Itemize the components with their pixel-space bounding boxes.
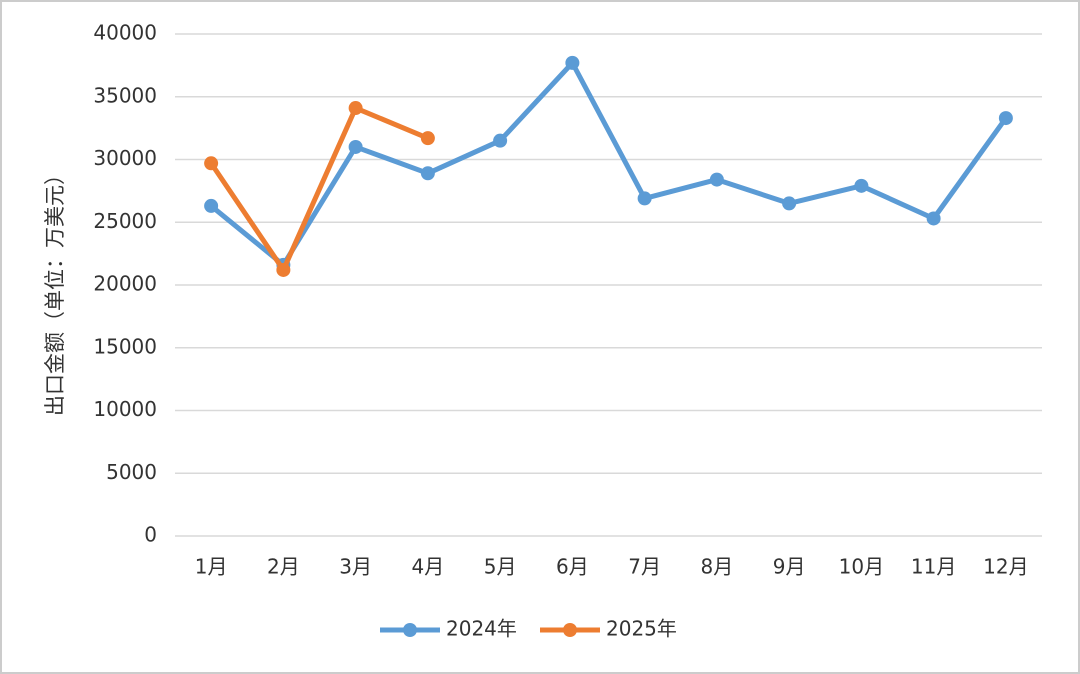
y-tick-label: 20000 (93, 272, 157, 296)
y-tick-label: 25000 (93, 209, 157, 233)
data-point (420, 131, 435, 146)
x-tick-label: 10月 (839, 555, 884, 579)
y-tick-label: 40000 (93, 21, 157, 45)
data-point (204, 156, 219, 171)
x-tick-label: 12月 (983, 555, 1028, 579)
data-point (493, 133, 508, 148)
y-axis-label: 出口金额（单位：万美元） (43, 164, 67, 416)
legend-marker (403, 623, 417, 637)
x-tick-label: 11月 (911, 555, 956, 579)
y-tick-label: 35000 (93, 83, 157, 107)
y-tick-label: 15000 (93, 334, 157, 358)
data-point (276, 262, 291, 277)
data-point (926, 211, 941, 226)
x-tick-label: 6月 (556, 555, 589, 579)
x-tick-label: 4月 (412, 555, 445, 579)
legend-label: 2024年 (446, 617, 517, 641)
data-point (854, 178, 869, 193)
series-line (209, 60, 1008, 268)
legend-label: 2025年 (606, 617, 677, 641)
data-point (637, 191, 652, 206)
data-point (204, 198, 219, 213)
x-tick-label: 2月 (267, 555, 300, 579)
x-tick-label: 7月 (628, 555, 661, 579)
data-point (782, 196, 797, 211)
series-line (209, 105, 429, 273)
legend-marker (563, 623, 577, 637)
y-tick-label: 10000 (93, 397, 157, 421)
y-tick-label: 0 (144, 523, 157, 547)
data-point (709, 172, 724, 187)
x-tick-label: 5月 (484, 555, 517, 579)
y-tick-label: 5000 (106, 460, 157, 484)
data-point (565, 55, 580, 70)
data-point (420, 166, 435, 181)
y-tick-label: 30000 (93, 146, 157, 170)
x-tick-label: 3月 (339, 555, 372, 579)
x-tick-label: 9月 (773, 555, 806, 579)
data-point (998, 111, 1013, 126)
data-point (348, 139, 363, 154)
x-tick-label: 8月 (701, 555, 734, 579)
x-tick-label: 1月 (195, 555, 228, 579)
data-point (348, 101, 363, 116)
